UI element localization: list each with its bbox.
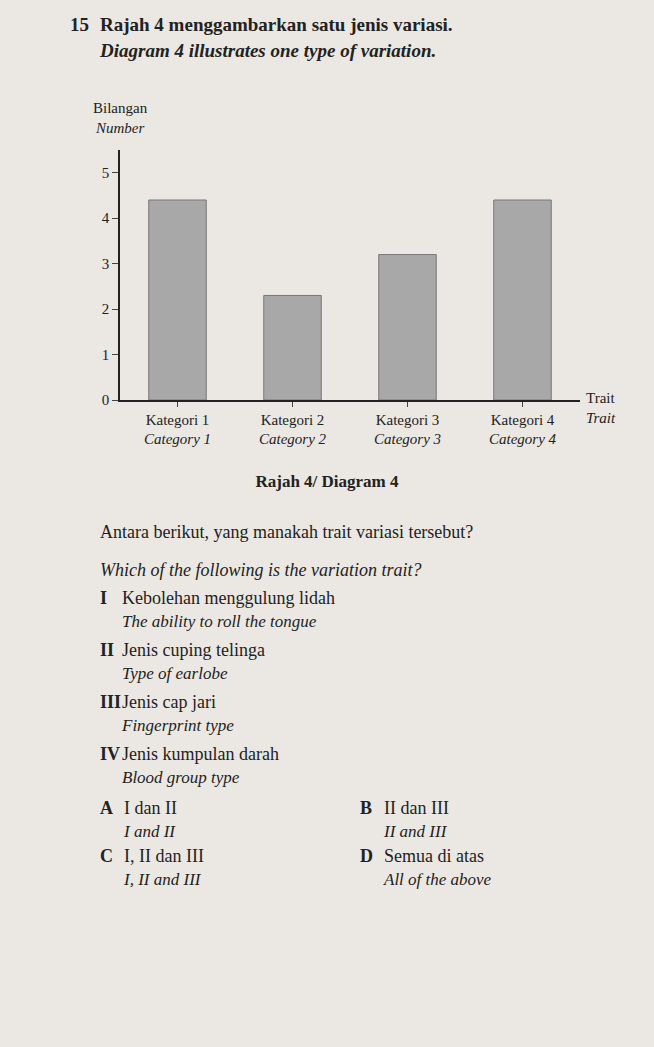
html-text:A: A — [100, 798, 113, 818]
html-text:III Jenis cap jari: III Jenis cap jari — [100, 692, 216, 712]
html-text:I and II: I and II — [124, 822, 175, 841]
html-text:Which of the following is the: Which of the following is the variation … — [100, 560, 422, 580]
html-text:Rajah 4/ Diagram 4: Rajah 4/ Diagram 4 — [255, 472, 399, 491]
svg-text:2: 2 — [102, 301, 110, 317]
html-text:All of the above: All of the above — [384, 870, 492, 889]
svg-text:TraitTrait: TraitTrait — [586, 390, 616, 426]
html-text:The ability to roll the tongue: The ability to roll the tongue — [122, 612, 317, 631]
html-text:Rajah 4 menggambarkan satu jen: Rajah 4 menggambarkan satu jenis variasi… — [100, 14, 453, 35]
svg-text:Kategori 2Category 2: Kategori 2Category 2 — [259, 412, 327, 448]
svg-text:BilanganNumber: BilanganNumber — [93, 100, 148, 136]
html-text:Fingerprint type: Fingerprint type — [122, 716, 234, 735]
html-text:I, II and III: I, II and III — [124, 870, 201, 889]
html-text:II dan III: II dan III — [384, 798, 449, 818]
svg-text:4: 4 — [102, 210, 110, 226]
html-text:Diagram 4 illustrates one type: Diagram 4 illustrates one type of variat… — [100, 40, 437, 61]
html-text:Semua di atas: Semua di atas — [384, 846, 484, 866]
html-text:B: B — [360, 798, 372, 818]
html-text:I dan II: I dan II — [124, 798, 177, 818]
html-text:IV Jenis kumpulan darah: IV Jenis kumpulan darah — [100, 744, 279, 764]
svg-text:Kategori 1Category 1: Kategori 1Category 1 — [144, 412, 211, 448]
html-text:D: D — [360, 846, 373, 866]
html-text:15: 15 — [70, 14, 89, 35]
html-text:I: I — [100, 588, 107, 608]
html-text:Kebolehan menggulung lidah: Kebolehan menggulung lidah — [122, 588, 335, 608]
svg-text:Kategori 3Category 3: Kategori 3Category 3 — [374, 412, 441, 448]
html-text:Blood group type: Blood group type — [122, 768, 240, 787]
svg-text:5: 5 — [102, 165, 110, 181]
html-text:Antara berikut, yang manakah t: Antara berikut, yang manakah trait varia… — [100, 522, 474, 542]
html-text:Jenis cuping telinga: Jenis cuping telinga — [122, 640, 265, 660]
svg-text:0: 0 — [102, 392, 110, 408]
html-text:II and III: II and III — [384, 822, 447, 841]
html-text:I, II dan III: I, II dan III — [124, 846, 204, 866]
html-text:Type of earlobe: Type of earlobe — [122, 664, 228, 683]
svg-text:3: 3 — [102, 256, 110, 272]
svg-text:Kategori 4Category 4: Kategori 4Category 4 — [489, 412, 557, 448]
html-text:C: C — [100, 846, 113, 866]
svg-text:1: 1 — [102, 347, 110, 363]
html-text:II: II — [100, 640, 114, 660]
